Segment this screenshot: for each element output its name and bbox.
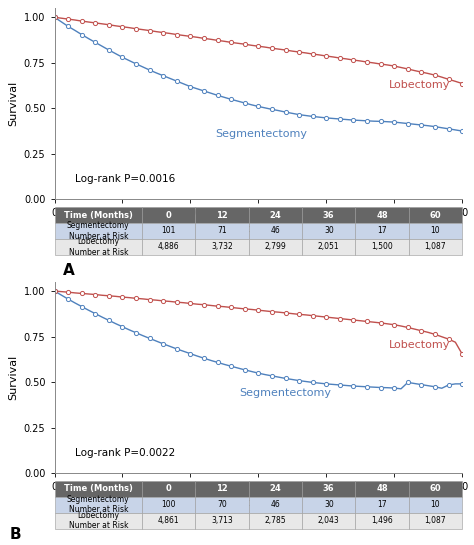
Text: 2,785: 2,785 [264, 516, 286, 525]
Text: 71: 71 [217, 227, 227, 235]
Text: B: B [9, 527, 21, 542]
Text: 12: 12 [216, 210, 228, 220]
Bar [409, 207, 462, 223]
Bar [249, 239, 302, 255]
Bar [195, 223, 249, 239]
Bar [249, 513, 302, 529]
Text: 4,886: 4,886 [158, 243, 180, 251]
Bar [249, 207, 302, 223]
Text: 36: 36 [323, 210, 335, 220]
Text: 46: 46 [271, 227, 280, 235]
Text: Time (Months): Time (Months) [64, 210, 133, 220]
Bar [195, 513, 249, 529]
Bar [302, 207, 356, 223]
Text: 17: 17 [377, 500, 387, 509]
Text: 1,087: 1,087 [425, 243, 447, 251]
Bar [409, 481, 462, 497]
X-axis label: Months: Months [238, 224, 279, 234]
Bar [55, 223, 142, 239]
Text: 4,861: 4,861 [158, 516, 180, 525]
Bar [409, 239, 462, 255]
Text: 70: 70 [217, 500, 227, 509]
Text: Lobectomy: Lobectomy [389, 80, 450, 89]
Text: 2,051: 2,051 [318, 243, 339, 251]
Text: 30: 30 [324, 227, 334, 235]
Text: 1,500: 1,500 [371, 243, 393, 251]
Bar [249, 223, 302, 239]
Y-axis label: Survival: Survival [9, 355, 18, 400]
Bar [356, 513, 409, 529]
Text: 17: 17 [377, 227, 387, 235]
Text: A: A [63, 263, 74, 278]
Text: 10: 10 [431, 227, 440, 235]
Text: 1,087: 1,087 [425, 516, 447, 525]
Text: 0: 0 [166, 210, 172, 220]
Bar [302, 223, 356, 239]
Bar [356, 239, 409, 255]
Text: 3,713: 3,713 [211, 516, 233, 525]
Text: 24: 24 [270, 485, 281, 493]
X-axis label: Months: Months [238, 498, 279, 507]
Bar [409, 223, 462, 239]
Text: 101: 101 [162, 227, 176, 235]
Bar [302, 497, 356, 513]
Text: 48: 48 [376, 210, 388, 220]
Text: 30: 30 [324, 500, 334, 509]
Bar [55, 481, 142, 497]
Text: 46: 46 [271, 500, 280, 509]
Text: 1,496: 1,496 [371, 516, 393, 525]
Bar [302, 239, 356, 255]
Bar [356, 481, 409, 497]
Bar [142, 223, 195, 239]
Text: 60: 60 [429, 210, 441, 220]
Bar [356, 497, 409, 513]
Text: 10: 10 [431, 500, 440, 509]
Text: Lobectomy: Lobectomy [389, 340, 450, 350]
Text: 3,732: 3,732 [211, 243, 233, 251]
Bar [55, 207, 142, 223]
Bar [195, 239, 249, 255]
Text: 24: 24 [270, 210, 281, 220]
Text: 0: 0 [166, 485, 172, 493]
Bar [142, 239, 195, 255]
Bar [302, 481, 356, 497]
Text: 100: 100 [162, 500, 176, 509]
Bar [142, 207, 195, 223]
Text: Lobectomy
Number at Risk: Lobectomy Number at Risk [69, 511, 128, 530]
Text: 2,043: 2,043 [318, 516, 340, 525]
Bar [142, 481, 195, 497]
Bar [142, 497, 195, 513]
Text: Segmentectomy: Segmentectomy [215, 129, 307, 140]
Text: 48: 48 [376, 485, 388, 493]
Bar [55, 497, 142, 513]
Text: Log-rank P=0.0016: Log-rank P=0.0016 [75, 174, 175, 184]
Text: 36: 36 [323, 485, 335, 493]
Bar [356, 223, 409, 239]
Bar [409, 513, 462, 529]
Text: Lobectomy
Number at Risk: Lobectomy Number at Risk [69, 237, 128, 257]
Text: Segmentectomy: Segmentectomy [240, 388, 332, 398]
Bar [195, 207, 249, 223]
Y-axis label: Survival: Survival [9, 81, 18, 126]
Bar [55, 513, 142, 529]
Text: Segmentectomy
Number at Risk: Segmentectomy Number at Risk [67, 495, 129, 514]
Bar [195, 497, 249, 513]
Bar [142, 513, 195, 529]
Bar [356, 207, 409, 223]
Text: Segmentectomy
Number at Risk: Segmentectomy Number at Risk [67, 221, 129, 241]
Text: 60: 60 [429, 485, 441, 493]
Bar [55, 239, 142, 255]
Bar [302, 513, 356, 529]
Bar [249, 481, 302, 497]
Text: 2,799: 2,799 [264, 243, 286, 251]
Bar [409, 497, 462, 513]
Text: Log-rank P=0.0022: Log-rank P=0.0022 [75, 448, 175, 458]
Text: Time (Months): Time (Months) [64, 485, 133, 493]
Text: 12: 12 [216, 485, 228, 493]
Bar [195, 481, 249, 497]
Bar [249, 497, 302, 513]
